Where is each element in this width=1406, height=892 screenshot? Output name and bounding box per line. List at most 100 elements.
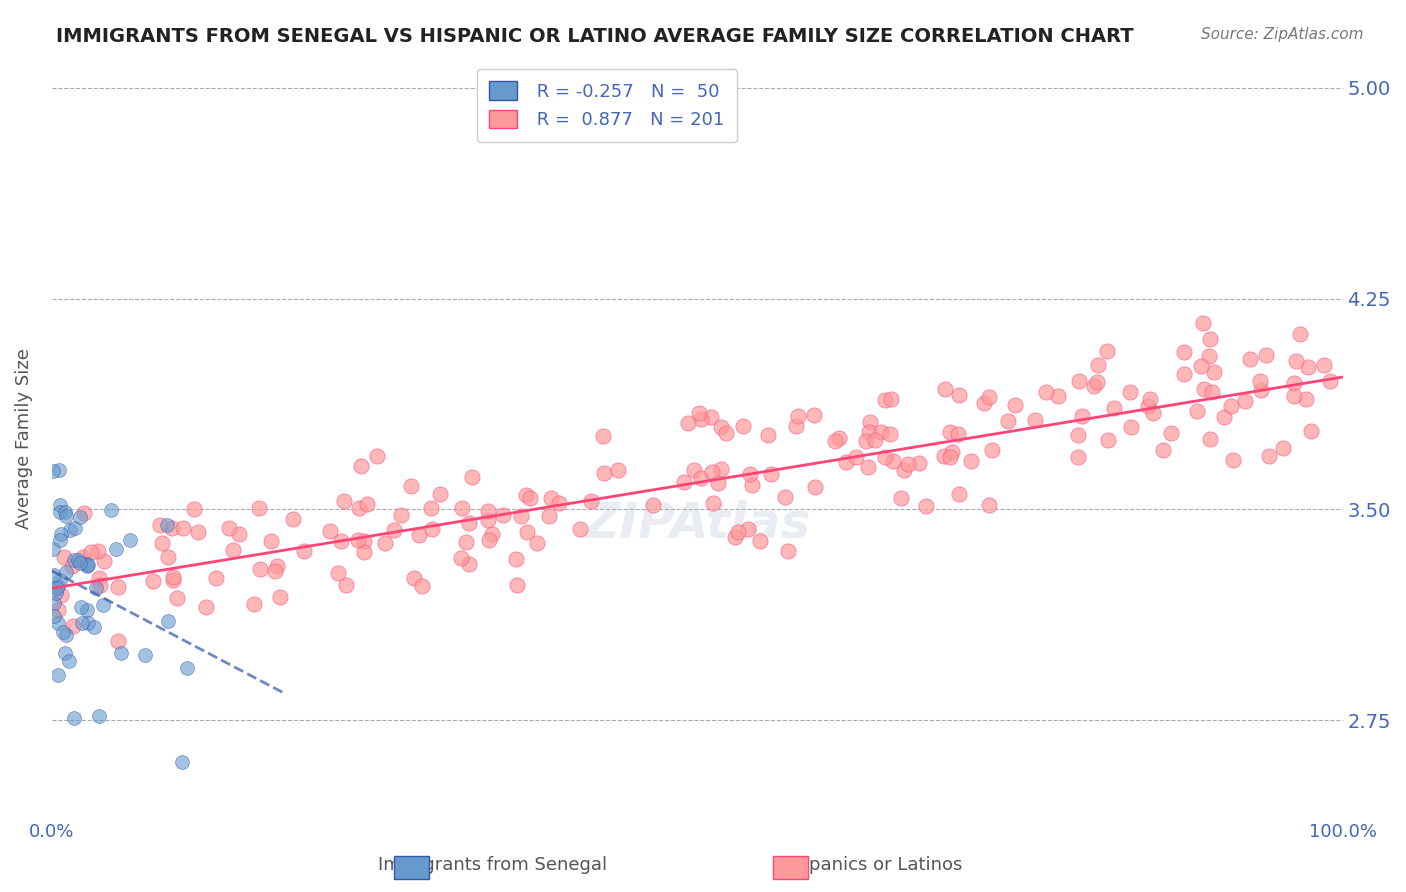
Immigrants from Senegal bbox=[100, 503, 122, 517]
Hispanics or Latinos bbox=[519, 491, 541, 505]
Hispanics or Latinos bbox=[1239, 352, 1261, 367]
Immigrants from Senegal bbox=[42, 608, 65, 623]
Hispanics or Latinos bbox=[856, 459, 879, 474]
Hispanics or Latinos bbox=[775, 490, 797, 504]
Immigrants from Senegal bbox=[45, 586, 67, 600]
Hispanics or Latinos bbox=[682, 462, 704, 476]
Immigrants from Senegal bbox=[69, 557, 91, 571]
Hispanics or Latinos bbox=[858, 415, 880, 429]
Hispanics or Latinos bbox=[827, 431, 849, 445]
Hispanics or Latinos bbox=[382, 523, 405, 537]
Hispanics or Latinos bbox=[162, 570, 184, 584]
Hispanics or Latinos bbox=[187, 525, 209, 540]
Hispanics or Latinos bbox=[347, 501, 370, 516]
Hispanics or Latinos bbox=[1192, 316, 1215, 330]
Hispanics or Latinos bbox=[934, 382, 956, 396]
Hispanics or Latinos bbox=[548, 496, 571, 510]
Hispanics or Latinos bbox=[333, 494, 356, 508]
Immigrants from Senegal bbox=[62, 553, 84, 567]
Hispanics or Latinos bbox=[1173, 367, 1195, 381]
Hispanics or Latinos bbox=[882, 454, 904, 468]
Hispanics or Latinos bbox=[93, 554, 115, 568]
Hispanics or Latinos bbox=[60, 558, 83, 573]
Hispanics or Latinos bbox=[1160, 426, 1182, 441]
Immigrants from Senegal bbox=[76, 559, 98, 574]
Hispanics or Latinos bbox=[408, 528, 430, 542]
Hispanics or Latinos bbox=[353, 545, 375, 559]
Hispanics or Latinos bbox=[1067, 374, 1090, 388]
Hispanics or Latinos bbox=[997, 414, 1019, 428]
Hispanics or Latinos bbox=[1219, 399, 1241, 413]
Hispanics or Latinos bbox=[1254, 348, 1277, 362]
Hispanics or Latinos bbox=[107, 580, 129, 594]
Hispanics or Latinos bbox=[149, 517, 172, 532]
Immigrants from Senegal bbox=[48, 463, 70, 477]
Hispanics or Latinos bbox=[62, 619, 84, 633]
Hispanics or Latinos bbox=[932, 449, 955, 463]
Hispanics or Latinos bbox=[264, 564, 287, 578]
Hispanics or Latinos bbox=[1295, 392, 1317, 406]
Hispanics or Latinos bbox=[1083, 379, 1105, 393]
Hispanics or Latinos bbox=[266, 559, 288, 574]
Immigrants from Senegal bbox=[48, 498, 70, 512]
Hispanics or Latinos bbox=[80, 545, 103, 559]
Immigrants from Senegal bbox=[76, 603, 98, 617]
Hispanics or Latinos bbox=[356, 496, 378, 510]
Hispanics or Latinos bbox=[1102, 401, 1125, 415]
Hispanics or Latinos bbox=[1192, 382, 1215, 396]
Hispanics or Latinos bbox=[672, 475, 695, 490]
Hispanics or Latinos bbox=[1119, 385, 1142, 400]
Immigrants from Senegal bbox=[46, 579, 69, 593]
Hispanics or Latinos bbox=[401, 479, 423, 493]
Immigrants from Senegal bbox=[53, 504, 76, 518]
Immigrants from Senegal bbox=[44, 567, 66, 582]
Immigrants from Senegal bbox=[52, 624, 75, 639]
Hispanics or Latinos bbox=[939, 450, 962, 465]
Immigrants from Senegal bbox=[63, 710, 86, 724]
Hispanics or Latinos bbox=[1004, 398, 1026, 412]
Hispanics or Latinos bbox=[1071, 409, 1094, 423]
Hispanics or Latinos bbox=[915, 499, 938, 513]
Hispanics or Latinos bbox=[787, 409, 810, 423]
Immigrants from Senegal bbox=[83, 620, 105, 634]
Hispanics or Latinos bbox=[960, 454, 983, 468]
Hispanics or Latinos bbox=[477, 514, 499, 528]
Hispanics or Latinos bbox=[948, 487, 970, 501]
Hispanics or Latinos bbox=[689, 412, 711, 426]
Hispanics or Latinos bbox=[593, 466, 616, 480]
Hispanics or Latinos bbox=[537, 509, 560, 524]
Hispanics or Latinos bbox=[824, 434, 846, 449]
Hispanics or Latinos bbox=[458, 557, 481, 571]
Hispanics or Latinos bbox=[505, 551, 527, 566]
Hispanics or Latinos bbox=[641, 498, 664, 512]
Immigrants from Senegal bbox=[110, 646, 132, 660]
Hispanics or Latinos bbox=[1301, 424, 1323, 438]
Immigrants from Senegal bbox=[55, 509, 77, 524]
Hispanics or Latinos bbox=[142, 574, 165, 589]
Hispanics or Latinos bbox=[879, 427, 901, 442]
Hispanics or Latinos bbox=[803, 480, 825, 494]
Hispanics or Latinos bbox=[1035, 385, 1057, 400]
Immigrants from Senegal bbox=[65, 521, 87, 535]
Hispanics or Latinos bbox=[973, 395, 995, 409]
Hispanics or Latinos bbox=[939, 425, 962, 439]
Hispanics or Latinos bbox=[977, 390, 1000, 404]
Immigrants from Senegal bbox=[156, 518, 179, 533]
Hispanics or Latinos bbox=[107, 634, 129, 648]
Hispanics or Latinos bbox=[374, 536, 396, 550]
Hispanics or Latinos bbox=[461, 469, 484, 483]
Hispanics or Latinos bbox=[451, 501, 474, 516]
Text: Source: ZipAtlas.com: Source: ZipAtlas.com bbox=[1201, 27, 1364, 42]
Hispanics or Latinos bbox=[195, 599, 218, 614]
Hispanics or Latinos bbox=[579, 493, 602, 508]
Hispanics or Latinos bbox=[510, 508, 533, 523]
Hispanics or Latinos bbox=[89, 578, 111, 592]
Hispanics or Latinos bbox=[1185, 404, 1208, 418]
Immigrants from Senegal bbox=[72, 615, 94, 630]
Hispanics or Latinos bbox=[87, 544, 110, 558]
Hispanics or Latinos bbox=[733, 419, 755, 434]
Hispanics or Latinos bbox=[1047, 389, 1070, 403]
Hispanics or Latinos bbox=[204, 571, 226, 585]
Hispanics or Latinos bbox=[977, 499, 1000, 513]
Immigrants from Senegal bbox=[67, 553, 90, 567]
